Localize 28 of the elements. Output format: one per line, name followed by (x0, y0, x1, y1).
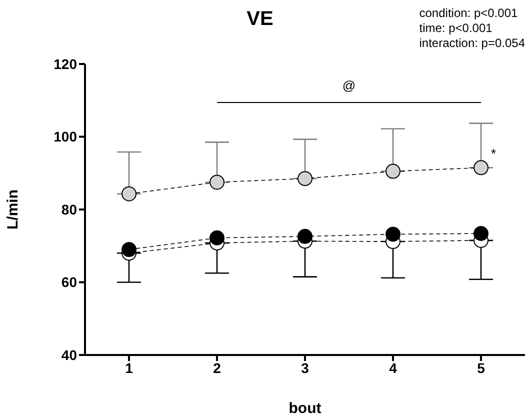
y-tick-label: 60 (61, 274, 78, 290)
point (386, 226, 400, 242)
point (298, 171, 312, 186)
point (474, 226, 488, 242)
x-axis-title: bout (288, 400, 322, 417)
annotation: * (491, 146, 498, 161)
x-tick-label: 1 (125, 360, 134, 376)
y-tick-label: 120 (54, 56, 78, 72)
point (210, 174, 224, 190)
text: time: p<0.001 (419, 21, 494, 36)
x-tick-label: 4 (389, 360, 398, 376)
point (122, 242, 136, 258)
annotation: @ (341, 78, 357, 93)
point (474, 160, 488, 176)
point (210, 230, 224, 246)
chart-title: VE (246, 8, 274, 30)
point (122, 186, 136, 202)
text: interaction: p=0.054 (419, 36, 525, 51)
text: condition: p<0.001 (419, 6, 519, 21)
point (386, 164, 400, 179)
y-tick-label: 40 (61, 346, 78, 363)
y-tick-label: 80 (61, 201, 78, 218)
y-tick-label: 100 (54, 128, 78, 145)
x-tick-label: 2 (213, 360, 222, 376)
x-tick-label: 5 (477, 360, 486, 376)
y-axis-title: L/min (4, 190, 22, 230)
x-tick-label: 3 (301, 360, 310, 376)
point (298, 228, 312, 244)
